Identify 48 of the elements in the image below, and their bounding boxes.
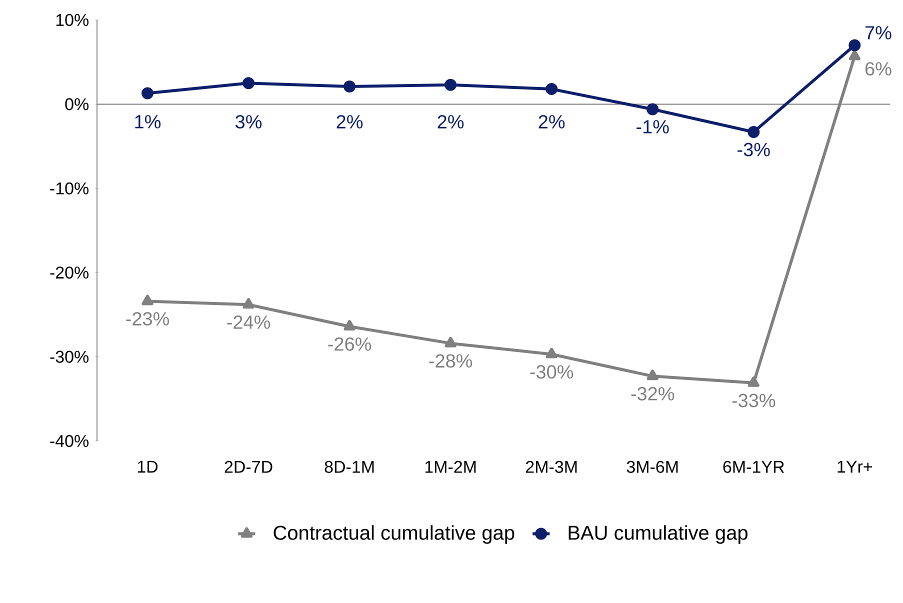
point (142, 87, 154, 100)
data-label: 3% (236, 115, 262, 129)
point (242, 298, 254, 309)
y-tick-label: -40% (50, 434, 89, 448)
data-label: -33% (732, 394, 776, 408)
point (748, 126, 760, 138)
x-tick-label: 1M-2M (425, 460, 476, 473)
x-tick-label: 8D-1M (324, 460, 374, 473)
x-tick-label: 6M-1YR (723, 460, 784, 473)
data-label: -30% (530, 365, 574, 379)
data-label: -26% (328, 337, 372, 351)
x-tick-label: 2D-7D (224, 460, 272, 473)
data-label: 2% (538, 115, 565, 128)
point (444, 78, 457, 91)
point (848, 39, 861, 52)
data-label: -24% (227, 315, 270, 329)
data-label: 1% (135, 115, 161, 128)
y-tick-label: 10% (56, 14, 89, 26)
point (344, 320, 356, 330)
point (646, 370, 658, 380)
point (646, 103, 659, 116)
point (848, 50, 860, 60)
y-tick-label: -30% (50, 350, 89, 363)
x-tick-label: 3M-6M (626, 460, 678, 473)
data-label: 2% (336, 115, 363, 128)
data-label: 6% (865, 62, 892, 76)
legend-label: BAU cumulative gap (568, 525, 748, 544)
point (748, 376, 760, 387)
data-label: -32% (631, 387, 674, 400)
point (242, 77, 255, 90)
data-label: -23% (126, 312, 170, 326)
y-tick-label: -10% (50, 182, 89, 194)
y-tick-label: 0% (65, 98, 89, 110)
data-label: -1% (636, 120, 669, 134)
x-tick-label: 1Yr+ (838, 460, 872, 473)
data-label: -28% (429, 354, 472, 368)
point (344, 80, 356, 93)
y-tick-label: -20% (50, 266, 89, 279)
point (444, 336, 456, 348)
point (142, 294, 154, 306)
x-tick-label: 1D (138, 460, 158, 473)
data-label: 2% (438, 115, 464, 128)
data-label: 7% (865, 26, 892, 40)
point (546, 83, 558, 96)
point (546, 348, 558, 358)
x-tick-label: 2M-3M (526, 460, 577, 473)
data-label: -3% (738, 142, 770, 156)
legend-label: Contractual cumulative gap (274, 525, 514, 544)
